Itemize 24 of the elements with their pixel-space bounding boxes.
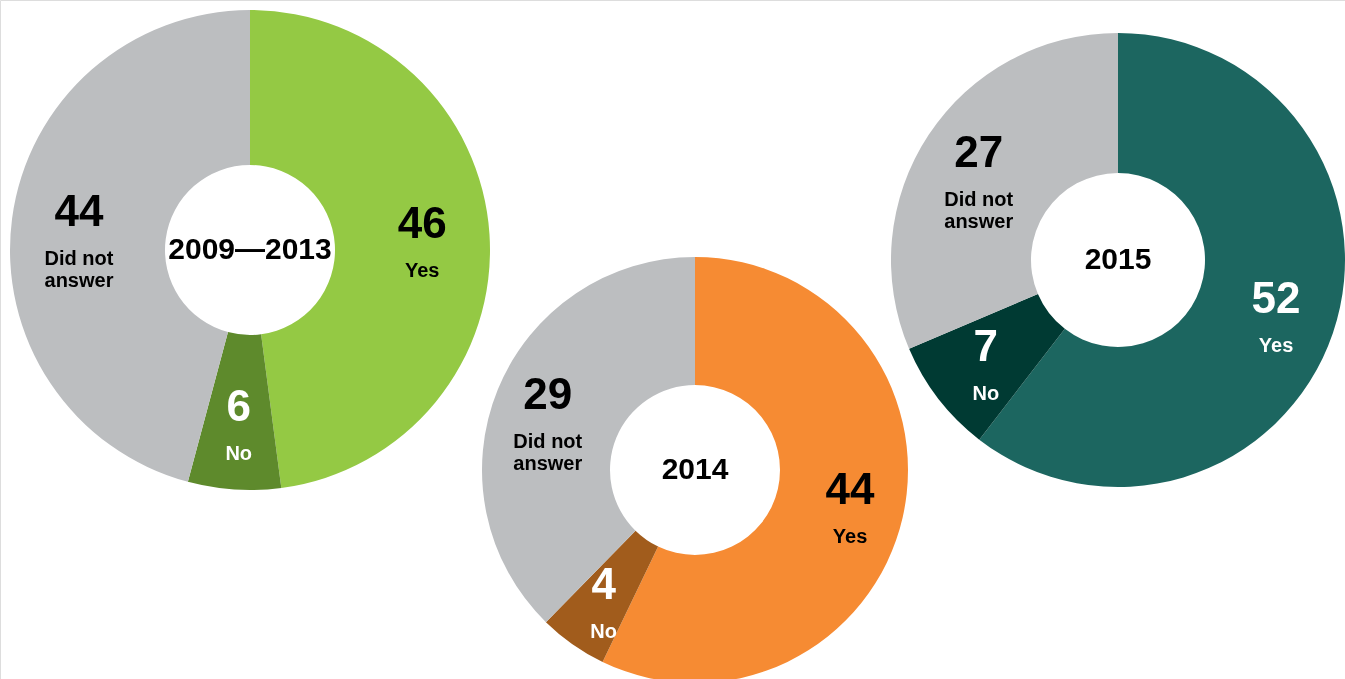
slice-label: Yes — [1258, 333, 1294, 356]
text: 2014 — [661, 452, 729, 485]
data-label: 4 — [591, 559, 617, 609]
donut-slice — [187, 332, 282, 490]
data-label: 46 — [397, 197, 447, 247]
data-label: 44 — [825, 464, 876, 514]
slice-label: Did not answer — [513, 429, 583, 474]
donut-slice — [909, 294, 1065, 440]
slice-label: No — [225, 442, 253, 465]
data-label: 6 — [226, 381, 251, 431]
text: 2015 — [1084, 242, 1152, 275]
data-label: 29 — [523, 368, 573, 418]
slice-label: Did not answer — [944, 187, 1014, 232]
slice-label: Yes — [832, 525, 868, 548]
data-label: 27 — [954, 126, 1004, 176]
slice-label: No — [972, 382, 1000, 405]
data-label: 52 — [1251, 272, 1301, 322]
slice-label: Did not answer — [44, 247, 114, 292]
data-label: 7 — [973, 321, 999, 371]
slice-label: No — [590, 620, 617, 643]
slice-label: Yes — [404, 258, 440, 281]
data-label: 44 — [54, 186, 104, 236]
donut-slice — [545, 530, 659, 662]
text: 2009—2013 — [168, 232, 332, 265]
